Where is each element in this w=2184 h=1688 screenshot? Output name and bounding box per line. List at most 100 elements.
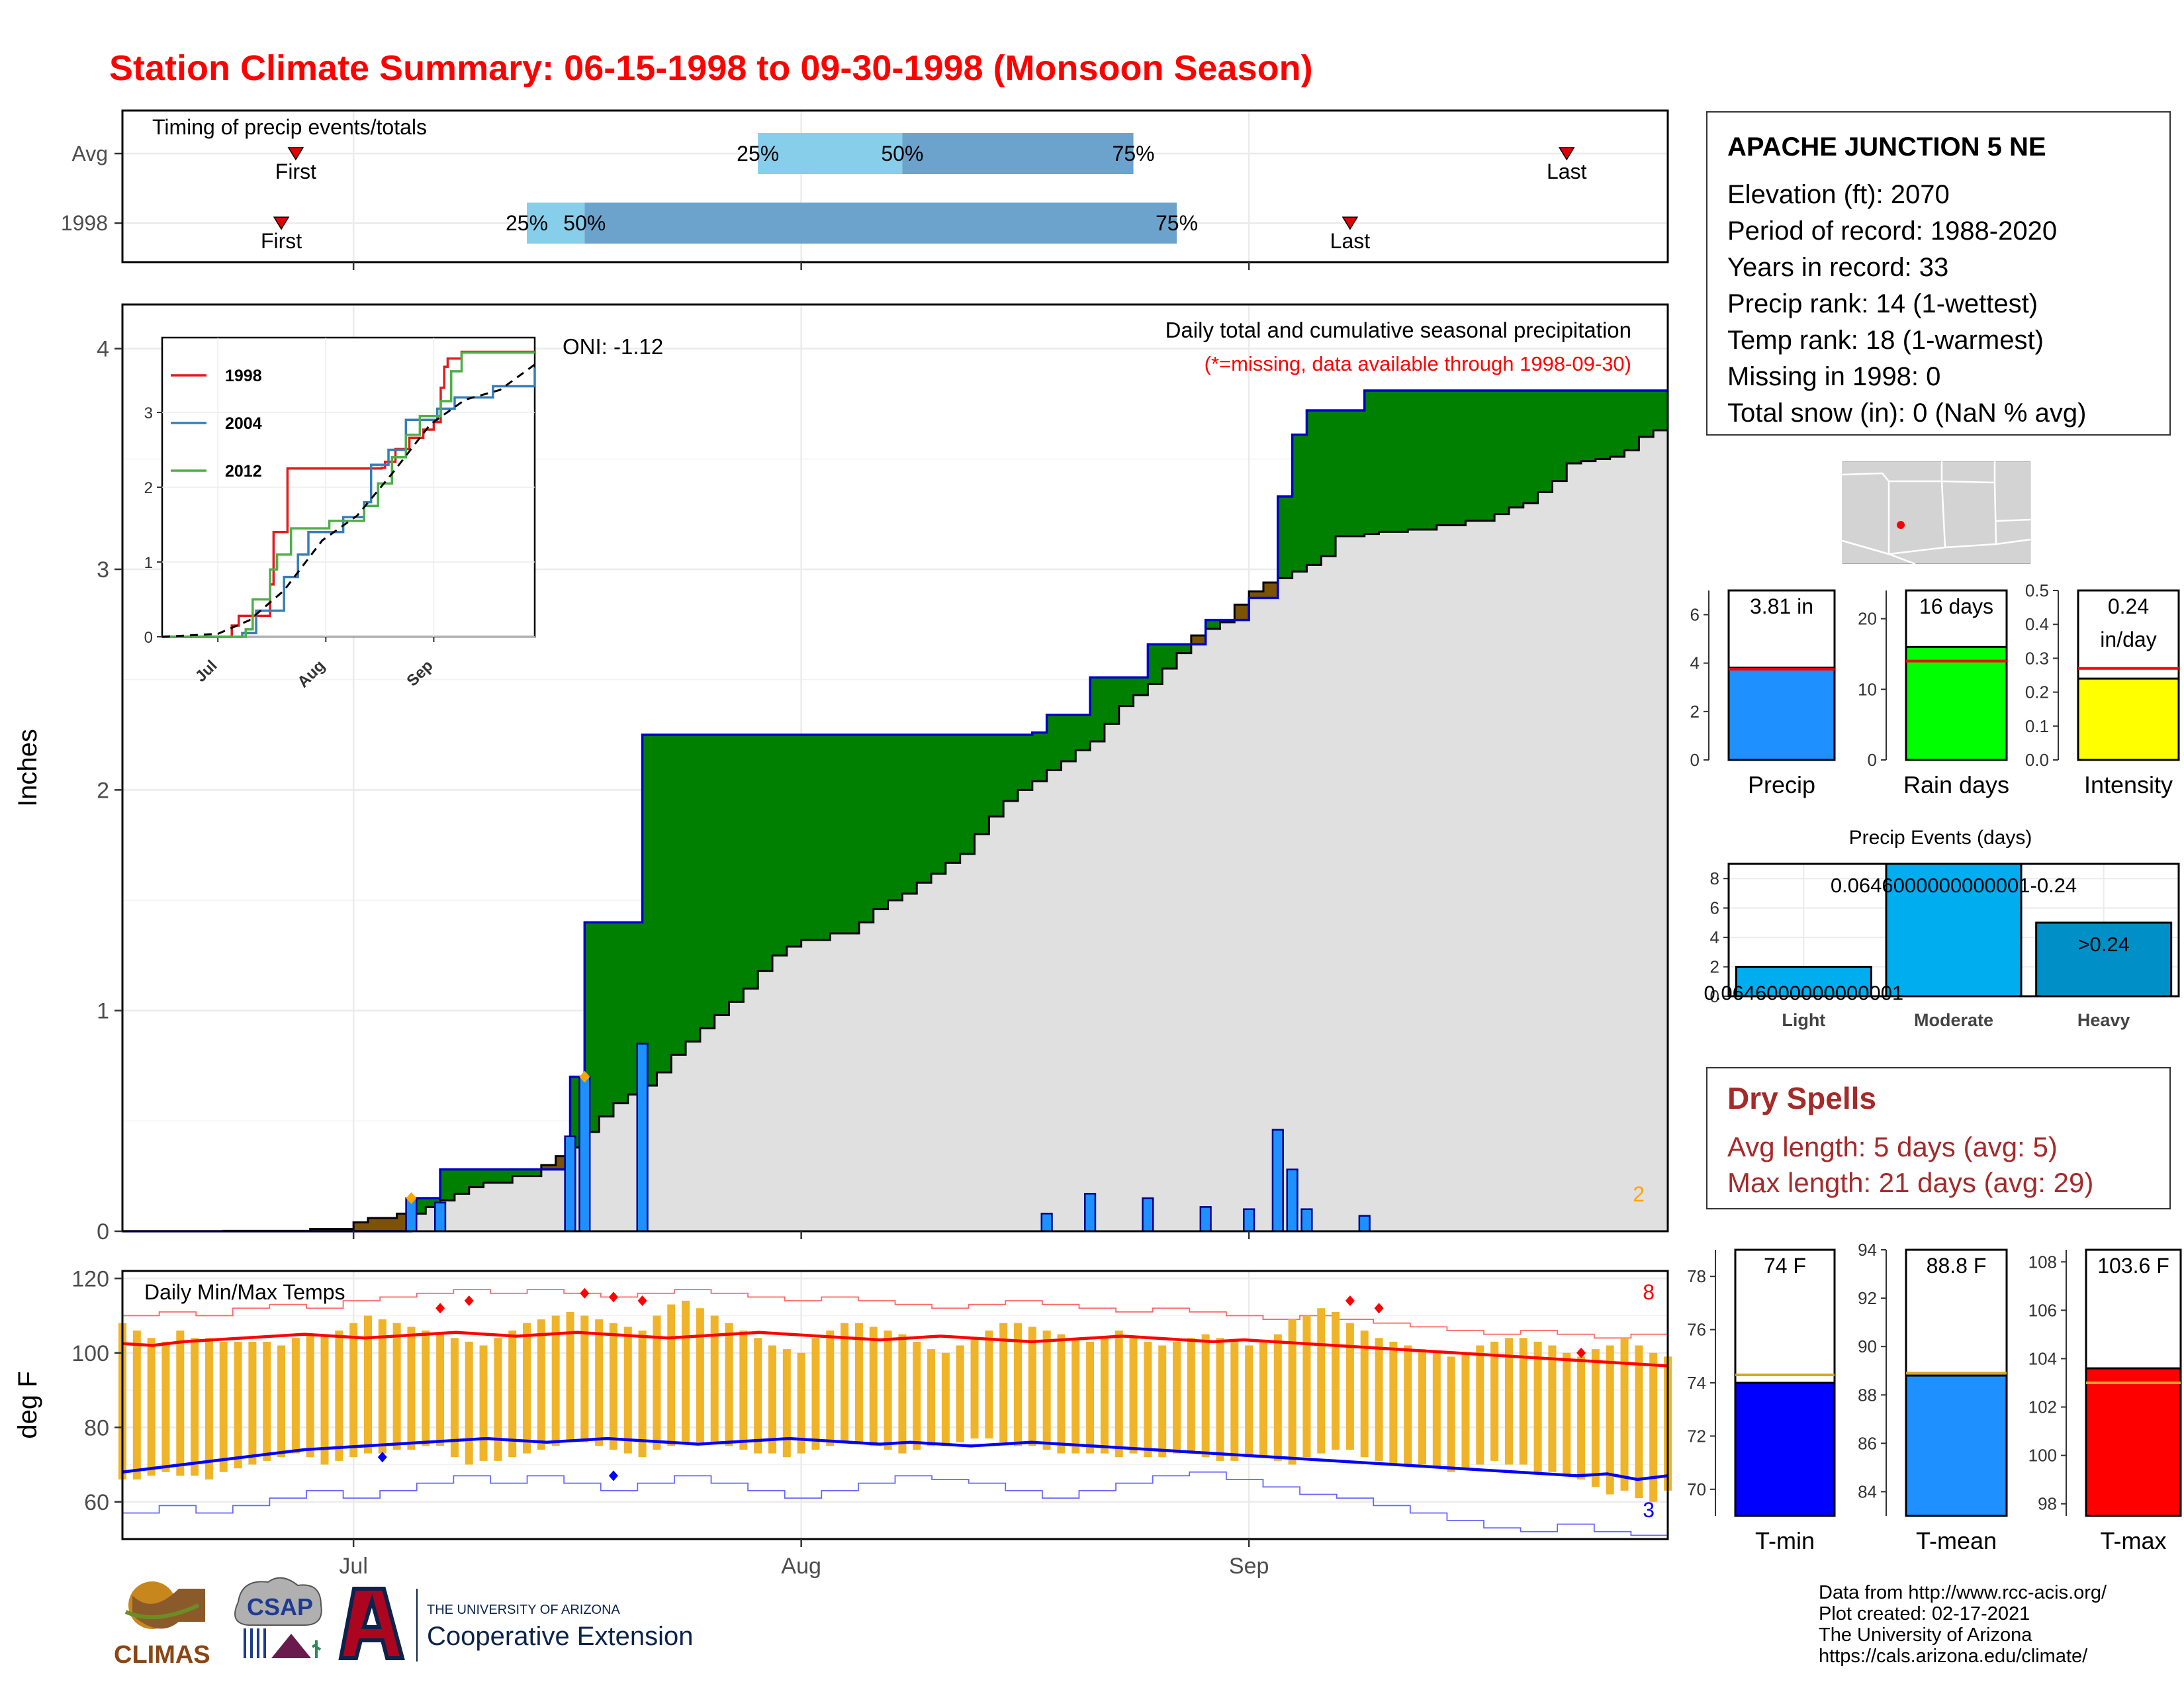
daily-temp-bar <box>248 1341 257 1465</box>
temp-y-axis-title: deg F <box>13 1371 42 1438</box>
y-tick-label: 1 <box>97 999 109 1024</box>
surplus-segment <box>1162 644 1177 669</box>
daily-temp-bar <box>1490 1341 1499 1461</box>
daily-temp-bar <box>436 1334 445 1446</box>
summary-y-tick-label: 106 <box>2028 1300 2057 1320</box>
daily-temp-bar <box>147 1338 156 1476</box>
record-max-line <box>122 1289 1668 1339</box>
surplus-segment <box>1581 391 1596 461</box>
average-area <box>122 428 1668 1231</box>
timing-q50-q75-bar <box>584 203 1177 244</box>
surplus-segment <box>1639 391 1654 437</box>
events-y-tick-label: 6 <box>1710 898 1719 918</box>
surplus-segment <box>772 735 788 956</box>
surplus-segment <box>454 1169 470 1194</box>
surplus-segment <box>1349 410 1365 536</box>
daily-precip-bar <box>433 1201 447 1233</box>
map-background <box>1843 461 2030 564</box>
summary-y-tick-label: 102 <box>2028 1397 2057 1417</box>
surplus-segment <box>1148 644 1163 684</box>
daily-temp-bar <box>1144 1341 1152 1458</box>
temp-y-tick-label: 100 <box>71 1341 109 1366</box>
summary-y-tick-label: 0.0 <box>2025 750 2049 770</box>
daily-temp-bar <box>739 1331 748 1450</box>
surplus-segment <box>1653 391 1668 430</box>
locator-map <box>1843 461 2030 564</box>
avg-max-line <box>122 1331 1668 1368</box>
summary-bar-tmax_avg <box>2085 1367 2182 1517</box>
summary-value-label-tmin_avg: 74 F <box>1764 1254 1806 1278</box>
daily-temp-bar <box>1533 1341 1542 1472</box>
daily-temp-bar <box>1389 1341 1398 1465</box>
daily-temp-bar <box>306 1334 314 1458</box>
daily-temp-bar <box>580 1315 589 1442</box>
summary-y-tick-label: 20 <box>1858 609 1877 629</box>
summary-bar-rain_days <box>1905 645 2008 761</box>
summary-bar-tmean_avg <box>1905 1374 2008 1517</box>
daily-temp-bar <box>970 1338 979 1439</box>
daily-temp-bar <box>1086 1341 1095 1454</box>
timing-q25-label: 25% <box>506 211 548 235</box>
surplus-segment <box>1436 391 1452 526</box>
climas-logo-text: CLIMAS <box>114 1641 210 1669</box>
timing-last-label: Last <box>1547 160 1587 183</box>
summary-y-tick-label: 0.1 <box>2025 716 2049 736</box>
surplus-segment <box>613 922 629 1103</box>
surplus-segment <box>887 735 903 900</box>
events-bar-heavy <box>2035 921 2173 998</box>
station-name: APACHE JUNCTION 5 NE <box>1727 132 2046 162</box>
y-axis-title: Inches <box>13 729 42 807</box>
surplus-segment <box>1523 391 1539 503</box>
surplus-segment <box>714 735 730 1015</box>
summary-category-label-rain_days: Rain days <box>1903 771 2009 798</box>
daily-temp-bar <box>1216 1338 1224 1461</box>
timing-q25-q50-bar <box>758 133 903 174</box>
inset-series-line-2012 <box>162 351 535 638</box>
inset-y-tick-label: 0 <box>144 629 153 647</box>
average-cumulative-line <box>122 428 1669 1233</box>
surplus-segment <box>1133 677 1148 695</box>
surplus-segment <box>1277 496 1293 579</box>
surplus-segment <box>989 735 1004 817</box>
daily-temp-bar <box>1245 1345 1253 1458</box>
daily-temp-bar <box>754 1338 762 1454</box>
temp-x-tick-label: Sep <box>1229 1554 1269 1579</box>
summary-y-tick-label: 76 <box>1687 1320 1706 1340</box>
summary-value-label-intensity: in/day <box>2100 628 2156 651</box>
summary-value-label-rain_days: 16 days <box>1919 594 1993 618</box>
surplus-segment <box>830 735 845 933</box>
daily-temp-bar <box>710 1315 719 1442</box>
daily-temp-bar <box>682 1301 690 1442</box>
climas-swoosh-icon <box>124 1603 200 1619</box>
inset-y-tick-label: 3 <box>144 404 153 422</box>
inset-y-tick-label: 1 <box>144 554 153 572</box>
daily-temp-bar <box>854 1323 863 1442</box>
daily-temp-bar <box>869 1327 878 1446</box>
daily-temp-bar <box>999 1323 1008 1442</box>
summary-y-tick-label: 104 <box>2028 1348 2057 1368</box>
events-bar-light <box>1735 966 1872 998</box>
daily-temp-bar <box>1620 1338 1629 1491</box>
events-bar-label-moderate: 0.0646000000000001-0.24 <box>1831 874 2077 897</box>
daily-temp-bar <box>494 1338 502 1461</box>
csap-logo-text: CSAP <box>247 1593 313 1620</box>
missing-count: 2 <box>1633 1182 1645 1206</box>
record-high-marker <box>1345 1295 1355 1306</box>
daily-precip-bar <box>636 1043 649 1233</box>
credits-block: Data from http://www.rcc-acis.org/ Plot … <box>1819 1582 2107 1667</box>
missing-marker <box>406 1192 417 1204</box>
daily-temp-bar <box>392 1323 401 1450</box>
daily-temp-bar <box>132 1331 141 1479</box>
ua-logo: THE UNIVERSITY OF ARIZONA Cooperative Ex… <box>338 1587 693 1662</box>
surplus-segment <box>1046 715 1062 771</box>
plot-frame <box>121 303 1669 1233</box>
daily-temp-bar <box>1013 1323 1022 1446</box>
summary-y-tick-label: 10 <box>1858 679 1877 699</box>
summary-y-tick-label: 0.5 <box>2025 581 2049 600</box>
inset-legend-label: 1998 <box>225 367 262 385</box>
timing-last-marker-icon <box>1558 147 1575 161</box>
daily-temp-bar <box>725 1323 733 1446</box>
daily-temp-bar <box>1158 1345 1167 1458</box>
daily-temp-bar <box>941 1352 950 1446</box>
